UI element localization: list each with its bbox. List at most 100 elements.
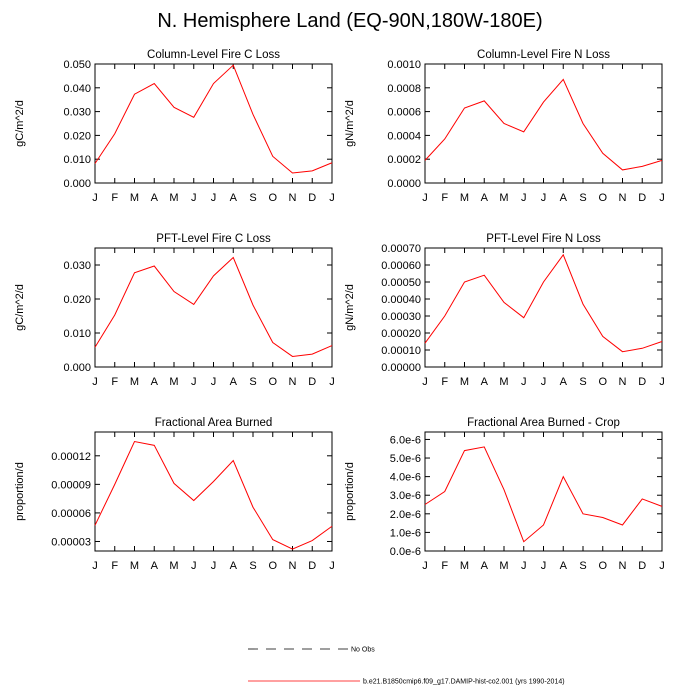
x-tick-label: M bbox=[460, 560, 469, 572]
x-tick-label: J bbox=[92, 560, 98, 572]
y-tick-label: 0.0000 bbox=[387, 178, 421, 190]
x-tick-label: F bbox=[441, 192, 448, 204]
x-tick-label: F bbox=[111, 192, 118, 204]
series-line-model bbox=[94, 440, 333, 550]
x-tick-label: M bbox=[130, 376, 139, 388]
x-tick-label: S bbox=[249, 192, 256, 204]
x-tick-label: J bbox=[659, 560, 665, 572]
series-line-model bbox=[424, 446, 663, 543]
x-tick-label: J bbox=[191, 192, 197, 204]
x-tick-label: N bbox=[619, 376, 627, 388]
legend: No Obs b.e21.B1850cmip6.f09_g17.DAMIP-hi… bbox=[248, 647, 565, 686]
x-tick-label: J bbox=[521, 560, 527, 572]
x-tick-label: D bbox=[638, 192, 646, 204]
x-tick-label: J bbox=[191, 560, 197, 572]
page-title: N. Hemisphere Land (EQ-90N,180W-180E) bbox=[157, 10, 543, 32]
x-tick-label: M bbox=[169, 560, 178, 572]
x-tick-label: J bbox=[92, 192, 98, 204]
x-tick-label: N bbox=[289, 192, 297, 204]
y-tick-label: 0.0008 bbox=[387, 83, 421, 95]
y-tick-label: 0.000 bbox=[63, 178, 91, 190]
x-tick-label: J bbox=[329, 192, 335, 204]
y-tick-label: 0.030 bbox=[63, 260, 91, 272]
legend-model-label: b.e21.B1850cmip6.f09_g17.DAMIP-hist-co2.… bbox=[363, 679, 565, 686]
plot-frame bbox=[424, 431, 663, 552]
x-tick-label: J bbox=[541, 192, 547, 204]
x-tick-label: J bbox=[521, 376, 527, 388]
y-tick-label: 5.0e-6 bbox=[390, 453, 421, 465]
x-tick-label: J bbox=[521, 192, 527, 204]
x-tick-label: O bbox=[598, 376, 607, 388]
x-tick-label: J bbox=[92, 376, 98, 388]
y-tick-label: 0.00030 bbox=[381, 311, 421, 323]
series-line-model bbox=[94, 256, 333, 357]
y-tick-label: 6.0e-6 bbox=[390, 434, 421, 446]
x-tick-label: D bbox=[308, 192, 316, 204]
y-tick-label: 4.0e-6 bbox=[390, 472, 421, 484]
x-tick-label: J bbox=[422, 376, 428, 388]
x-tick-label: N bbox=[289, 376, 297, 388]
y-tick-label: 2.0e-6 bbox=[390, 509, 421, 521]
x-tick-label: M bbox=[499, 376, 508, 388]
x-tick-label: A bbox=[481, 560, 489, 572]
x-tick-label: J bbox=[191, 376, 197, 388]
x-tick-label: O bbox=[268, 192, 277, 204]
x-tick-label: J bbox=[329, 560, 335, 572]
x-tick-label: J bbox=[659, 376, 665, 388]
y-axis-label: gC/m^2/d bbox=[14, 284, 26, 331]
y-tick-label: 0.030 bbox=[63, 107, 91, 119]
x-tick-label: A bbox=[230, 376, 238, 388]
x-tick-label: J bbox=[659, 192, 665, 204]
y-tick-label: 0.0e-6 bbox=[390, 546, 421, 558]
x-tick-label: A bbox=[151, 376, 159, 388]
y-tick-label: 0.00050 bbox=[381, 277, 421, 289]
x-tick-label: A bbox=[151, 192, 159, 204]
y-tick-label: 0.020 bbox=[63, 294, 91, 306]
x-tick-label: F bbox=[441, 560, 448, 572]
x-tick-label: A bbox=[560, 376, 568, 388]
x-tick-label: S bbox=[579, 192, 586, 204]
x-tick-label: M bbox=[460, 192, 469, 204]
x-tick-label: A bbox=[230, 192, 238, 204]
plot-frame bbox=[424, 63, 663, 184]
plot-frame bbox=[94, 63, 333, 184]
y-tick-label: 0.00000 bbox=[381, 362, 421, 374]
x-tick-label: D bbox=[308, 376, 316, 388]
x-tick-label: O bbox=[268, 560, 277, 572]
x-tick-label: N bbox=[619, 560, 627, 572]
series-line-model bbox=[424, 78, 663, 171]
x-tick-label: M bbox=[169, 192, 178, 204]
y-tick-label: 3.0e-6 bbox=[390, 490, 421, 502]
x-tick-label: A bbox=[230, 560, 238, 572]
panel-title: Column-Level Fire C Loss bbox=[147, 49, 280, 61]
y-tick-label: 0.010 bbox=[63, 328, 91, 340]
x-tick-label: J bbox=[211, 192, 217, 204]
y-tick-label: 0.00012 bbox=[51, 451, 91, 463]
x-tick-label: A bbox=[151, 560, 159, 572]
panel-title: PFT-Level Fire N Loss bbox=[486, 233, 601, 245]
y-tick-label: 0.0010 bbox=[387, 59, 421, 71]
y-tick-label: 0.0002 bbox=[387, 154, 421, 166]
x-tick-label: S bbox=[249, 376, 256, 388]
x-tick-label: O bbox=[598, 192, 607, 204]
x-tick-label: S bbox=[579, 376, 586, 388]
x-tick-label: M bbox=[499, 192, 508, 204]
x-tick-label: N bbox=[289, 560, 297, 572]
y-tick-label: 0.00006 bbox=[51, 508, 91, 520]
x-tick-label: J bbox=[211, 560, 217, 572]
panel-title: Fractional Area Burned bbox=[155, 417, 273, 429]
series-line-model bbox=[424, 253, 663, 353]
x-tick-label: F bbox=[111, 560, 118, 572]
y-tick-label: 0.050 bbox=[63, 59, 91, 71]
x-tick-label: J bbox=[329, 376, 335, 388]
x-tick-label: S bbox=[579, 560, 586, 572]
x-tick-label: A bbox=[560, 560, 568, 572]
x-tick-label: J bbox=[541, 376, 547, 388]
plot-frame bbox=[94, 247, 333, 368]
x-tick-label: D bbox=[638, 560, 646, 572]
